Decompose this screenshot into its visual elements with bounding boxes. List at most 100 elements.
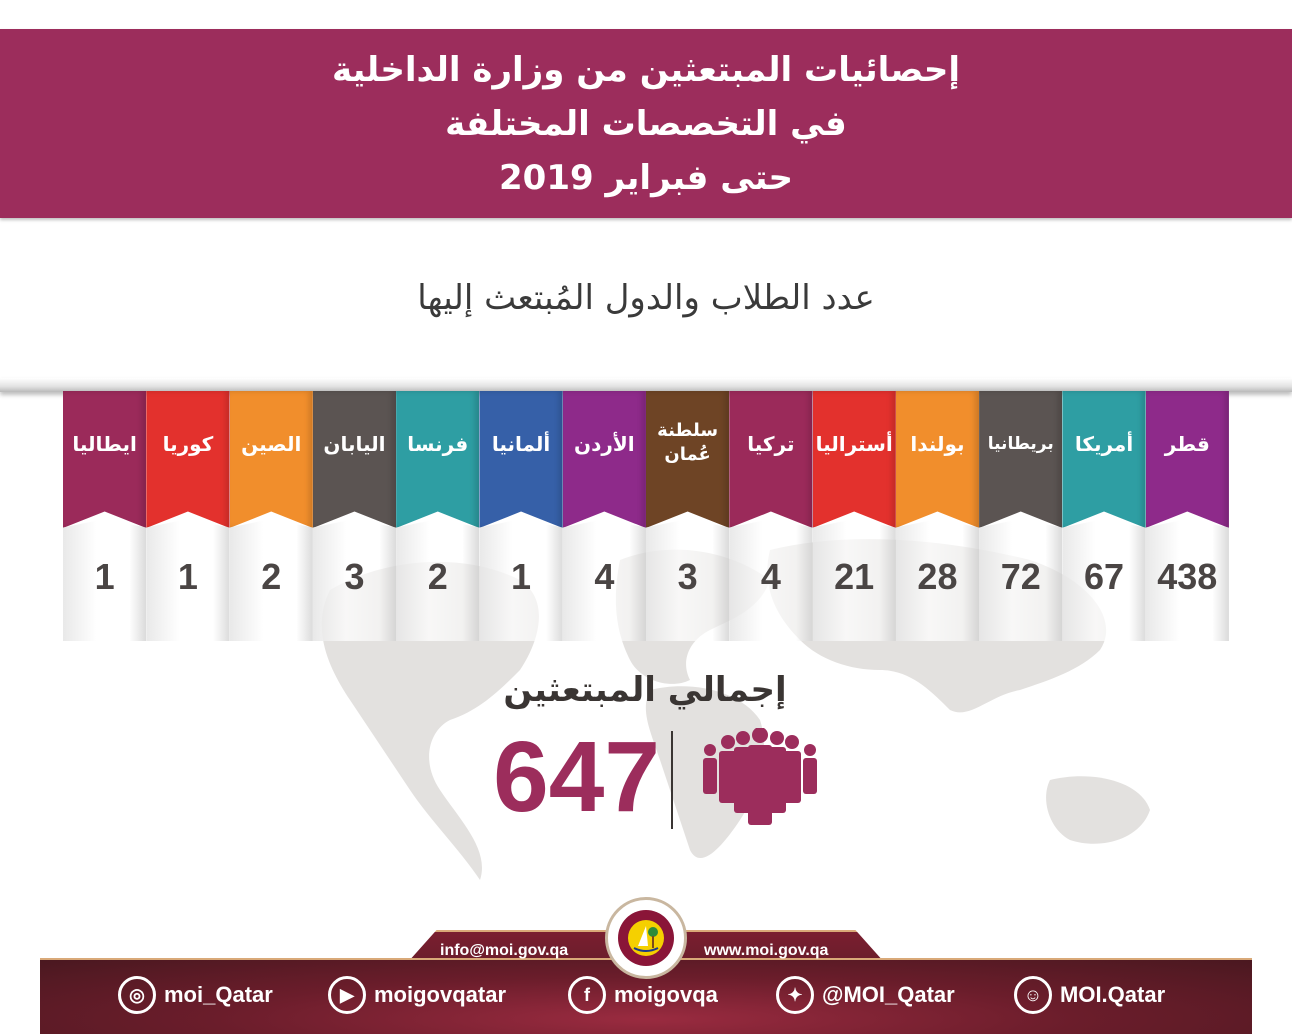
ribbon-flag: الصين	[229, 391, 313, 528]
ribbon-flag: أمريكا	[1062, 391, 1146, 528]
ribbon-poland: بولندا 28	[895, 391, 980, 641]
country-ribbons: ايطاليا 1 كوريا 1 الصين 2 اليابان 3 فرنس…	[63, 391, 1229, 641]
ribbon-flag: الأردن	[562, 391, 646, 528]
chart-subtitle: عدد الطلاب والدول المُبتعث إليها	[417, 278, 875, 318]
country-label: ايطاليا	[72, 432, 137, 456]
country-count: 4	[594, 556, 615, 597]
ribbon-flag: تركيا	[729, 391, 813, 528]
ribbon-france: فرنسا 2	[396, 391, 480, 641]
country-label: ألمانيا	[491, 432, 551, 456]
country-label: كوريا	[162, 432, 214, 456]
ribbon-flag: اليابان	[312, 391, 397, 528]
ribbon-strip	[979, 519, 1063, 641]
country-count: 28	[917, 556, 958, 597]
ribbon-flag: فرنسا	[396, 391, 480, 528]
snapchat-icon: ☺	[1014, 976, 1052, 1014]
ribbon-strip	[146, 519, 230, 641]
ribbon-korea: كوريا 1	[146, 391, 230, 641]
ribbon-usa: أمريكا 67	[1062, 391, 1146, 641]
instagram-icon: ◎	[118, 976, 156, 1014]
country-count: 3	[344, 556, 365, 597]
facebook-icon: f	[568, 976, 606, 1014]
country-count: 2	[427, 556, 448, 597]
country-count: 2	[261, 556, 282, 597]
email-link[interactable]: info@moi.gov.qa	[440, 942, 569, 959]
ribbon-oman: سلطنة عُمان 3	[645, 391, 730, 641]
country-label: سلطنة عُمان	[657, 420, 719, 465]
social-facebook[interactable]: f moigovqa	[568, 976, 718, 1014]
country-label: تركيا	[747, 432, 795, 456]
country-label: الأردن	[574, 432, 635, 456]
ribbon-strip	[812, 519, 896, 641]
country-count: 1	[94, 556, 115, 597]
ribbon-flag: أستراليا	[812, 391, 896, 528]
social-handle: @MOI_Qatar	[822, 982, 955, 1007]
country-count: 72	[1000, 556, 1041, 597]
country-label: الصين	[241, 432, 302, 456]
country-count: 1	[177, 556, 198, 597]
ribbon-strip	[396, 519, 480, 641]
social-links: ◎ moi_Qatar ▶ moigovqatar f moigovqa ✦ @…	[40, 974, 1252, 1018]
social-handle: moigovqa	[614, 982, 718, 1007]
website-link[interactable]: www.moi.gov.qa	[704, 942, 829, 959]
country-count: 4	[760, 556, 781, 597]
social-handle: moigovqatar	[374, 982, 507, 1007]
footer: info@moi.gov.qa www.moi.gov.qa ◎ moi_Qat…	[0, 897, 1292, 1034]
ribbon-strip	[562, 519, 646, 641]
ribbon-strip	[312, 519, 397, 641]
country-count: 3	[677, 556, 698, 597]
country-count: 1	[511, 556, 532, 597]
social-youtube[interactable]: ▶ moigovqatar	[328, 976, 506, 1014]
ribbon-germany: ألمانيا 1	[479, 391, 563, 641]
ribbon-strip	[63, 519, 147, 641]
title-line-1: إحصائيات المبتعثين من وزارة الداخلية	[331, 49, 961, 90]
ribbon-jordan: الأردن 4	[562, 391, 646, 641]
country-label: أمريكا	[1074, 432, 1134, 456]
country-label: قطر	[1164, 432, 1210, 456]
state-of-qatar-emblem	[605, 897, 687, 979]
country-label: بريطانيا	[987, 434, 1054, 454]
total-value: 647	[493, 721, 660, 833]
title-line-2: في التخصصات المختلفة	[445, 103, 847, 144]
ribbon-strip	[479, 519, 563, 641]
ribbon-italy: ايطاليا 1	[63, 391, 147, 641]
ribbon-strip	[729, 519, 813, 641]
ribbon-turkey: تركيا 4	[729, 391, 813, 641]
ribbon-qatar: قطر 438	[1145, 391, 1229, 641]
ribbon-strip	[1062, 519, 1146, 641]
ribbon-china: الصين 2	[229, 391, 313, 641]
social-snapchat[interactable]: ☺ MOI.Qatar	[1014, 976, 1165, 1014]
country-label: بولندا	[910, 432, 965, 456]
ribbon-strip	[645, 519, 730, 641]
ribbon-strip	[1145, 519, 1229, 641]
header-banner: إحصائيات المبتعثين من وزارة الداخلية في …	[0, 29, 1292, 218]
ribbon-japan: اليابان 3	[312, 391, 397, 641]
social-instagram[interactable]: ◎ moi_Qatar	[118, 976, 273, 1014]
people-group-icon	[703, 728, 817, 825]
ribbon-strip	[229, 519, 313, 641]
twitter-icon: ✦	[776, 976, 814, 1014]
social-handle: moi_Qatar	[164, 982, 273, 1007]
ribbon-flag: بولندا	[895, 391, 980, 528]
social-handle: MOI.Qatar	[1060, 982, 1166, 1007]
total-label: إجمالي المبتعثين	[503, 670, 787, 710]
ribbon-flag: بريطانيا	[979, 391, 1063, 528]
ribbon-britain: بريطانيا 72	[979, 391, 1063, 641]
ribbon-flag: كوريا	[146, 391, 230, 528]
ribbon-rail	[0, 378, 1292, 392]
youtube-icon: ▶	[328, 976, 366, 1014]
ribbon-flag: ايطاليا	[63, 391, 147, 528]
country-label: فرنسا	[407, 432, 469, 456]
country-label: اليابان	[323, 432, 386, 456]
ribbon-flag: قطر	[1145, 391, 1229, 528]
emblem-icon	[618, 910, 674, 966]
country-count: 438	[1157, 556, 1218, 597]
ribbon-strip	[895, 519, 980, 641]
title-line-3: حتى فبراير 2019	[499, 157, 793, 198]
ribbon-australia: أستراليا 21	[812, 391, 896, 641]
ribbon-flag: ألمانيا	[479, 391, 563, 528]
social-twitter[interactable]: ✦ @MOI_Qatar	[776, 976, 955, 1014]
country-count: 21	[834, 556, 875, 597]
country-count: 67	[1083, 556, 1125, 597]
country-label: أستراليا	[815, 432, 893, 456]
